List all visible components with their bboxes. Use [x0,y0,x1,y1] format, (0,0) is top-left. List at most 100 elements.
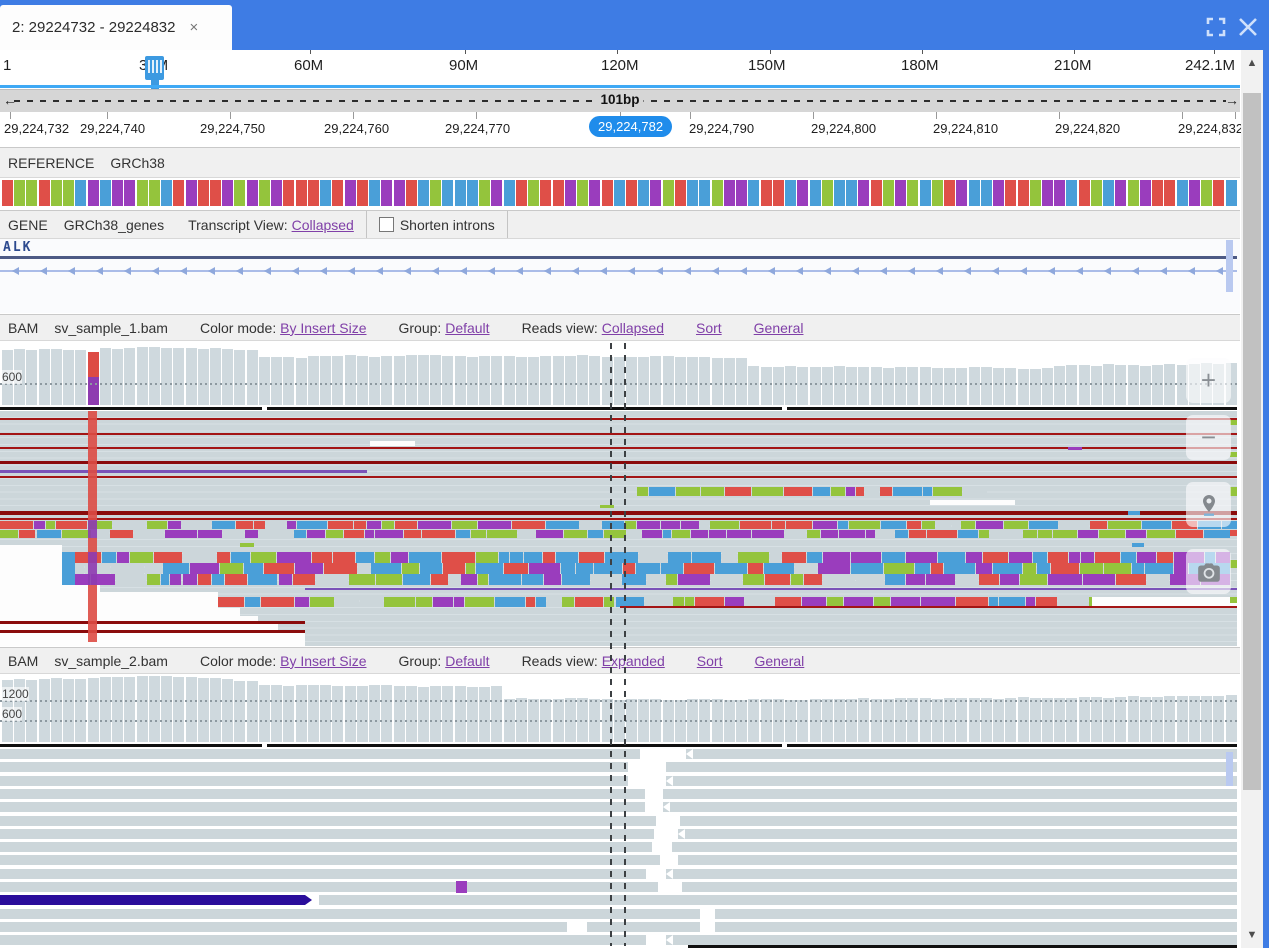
no-read-region [0,585,100,592]
bam2-reads-panel[interactable] [0,748,1237,948]
bam2-general-link[interactable]: General [754,652,805,669]
strand-arrow-left-icon [1188,266,1195,275]
mismatch-read-band [838,521,848,529]
scroll-up-icon[interactable]: ▲ [1241,50,1263,76]
bam1-separator [0,407,1237,410]
mismatch-read-band [874,597,890,607]
read-row [0,935,646,946]
position-ruler[interactable]: 29,224,732 29,224,740 29,224,750 29,224,760… [0,112,1243,146]
mismatch-read-band [164,530,197,538]
mismatch-read-band [962,487,987,496]
coverage-bar [491,686,503,742]
fullscreen-icon[interactable] [1204,15,1228,39]
mismatch-read-band [18,530,36,538]
mismatch-read-band [666,574,677,585]
coverage-bar [907,366,919,405]
chromosome-ruler[interactable]: 130M60M90M120M150M180M210M242.1M [0,50,1240,89]
mismatch-read-band [943,563,976,574]
position-label: 29,224,760 [324,121,390,136]
bam2-reads-view-link[interactable]: Expanded [601,652,665,669]
view-position-marker[interactable] [145,56,164,80]
zoom-out-button[interactable]: − [1186,415,1231,460]
reference-base-C [638,180,650,206]
bam1-general-link[interactable]: General [753,319,804,336]
locate-button[interactable] [1186,482,1231,527]
discordant-read-line [305,588,1237,590]
coverage-bar [356,685,368,742]
mismatch-read-band [133,530,164,538]
mismatch-read-band [579,552,604,563]
mismatch-read-band [708,530,726,538]
close-window-icon[interactable] [1236,15,1260,39]
mismatch-read-band [1026,597,1035,607]
mismatch-read-band [504,563,528,574]
coverage-bar [552,356,564,405]
coverage-bar [417,686,429,742]
mismatch-read-band [561,563,575,574]
strand-arrow-left-icon [656,266,663,275]
reference-base-A [528,180,540,206]
mismatch-read-band [866,530,875,538]
position-tick [1059,112,1060,119]
screenshot-button[interactable] [1186,549,1231,594]
coverage-bar [209,348,221,405]
bam1-reads-view-link[interactable]: Collapsed [601,319,664,336]
reference-base-T [1164,180,1176,206]
bam2-coverage-track[interactable]: 1200 600 [0,674,1240,744]
mismatch-read-band [681,521,699,529]
coverage-bar [185,348,197,405]
coverage-bar [320,685,332,742]
bam1-coverage-track[interactable]: 600 [0,341,1240,407]
coverage-bar [1005,368,1017,405]
mismatch-read-band [547,597,562,607]
scrollbar-thumb[interactable] [1243,93,1261,790]
chrom-ruler-label: 90M [449,57,479,74]
mismatch-mark [1230,452,1237,457]
strand-arrow-left-icon [880,266,887,275]
transcript-view-link[interactable]: Collapsed [291,216,354,233]
snp-column-segment [88,585,97,620]
bam2-color-mode-link[interactable]: By Insert Size [280,652,367,669]
scroll-down-icon[interactable]: ▼ [1241,922,1263,948]
position-label: 29,224,770 [445,121,511,136]
coverage-bar [258,685,270,742]
bam1-group-link[interactable]: Default [445,319,490,336]
reference-base-G [797,180,809,206]
coverage-bar [1188,696,1200,742]
read-start-chevron-icon [663,802,670,813]
reference-base-C [442,180,454,206]
coverage-bar [124,347,136,405]
gene-track-body[interactable]: ALK [0,239,1240,313]
bam1-reads-panel[interactable] [0,411,1237,646]
region-tab[interactable]: 2: 29224732 - 29224832 × [0,5,232,50]
reference-base-C [369,180,381,206]
mismatch-read-band [212,574,224,585]
mismatch-read-band [563,530,588,538]
mismatch-read-band [662,530,672,538]
bam1-color-mode-link[interactable]: By Insert Size [280,319,367,336]
shorten-introns-checkbox[interactable] [378,217,394,232]
mismatch-read-band [802,597,826,607]
mismatch-mark [1230,420,1237,425]
position-tick [690,112,691,119]
bam1-sort-link[interactable]: Sort [695,319,722,336]
mismatch-read-band [1176,530,1204,538]
mismatch-mark [1230,487,1237,496]
mismatch-read-band [894,530,909,538]
coverage-bar [833,366,845,405]
reference-base-A [63,180,75,206]
coverage-bar [99,348,111,405]
mismatch-read-band [956,574,979,585]
breakpoint-line-right [624,343,626,946]
mismatch-read-band [146,521,168,529]
mismatch-read-band [247,574,278,585]
coverage-bar [564,355,576,405]
coverage-bar [197,348,209,405]
strand-arrow-left-icon [124,266,131,275]
coverage-bar [271,685,283,742]
bam2-sort-link[interactable]: Sort [696,652,723,669]
tab-close-icon[interactable]: × [189,19,199,36]
bam2-group-link[interactable]: Default [445,652,490,669]
zoom-in-button[interactable]: + [1186,358,1231,403]
mismatch-read-band [845,487,856,496]
